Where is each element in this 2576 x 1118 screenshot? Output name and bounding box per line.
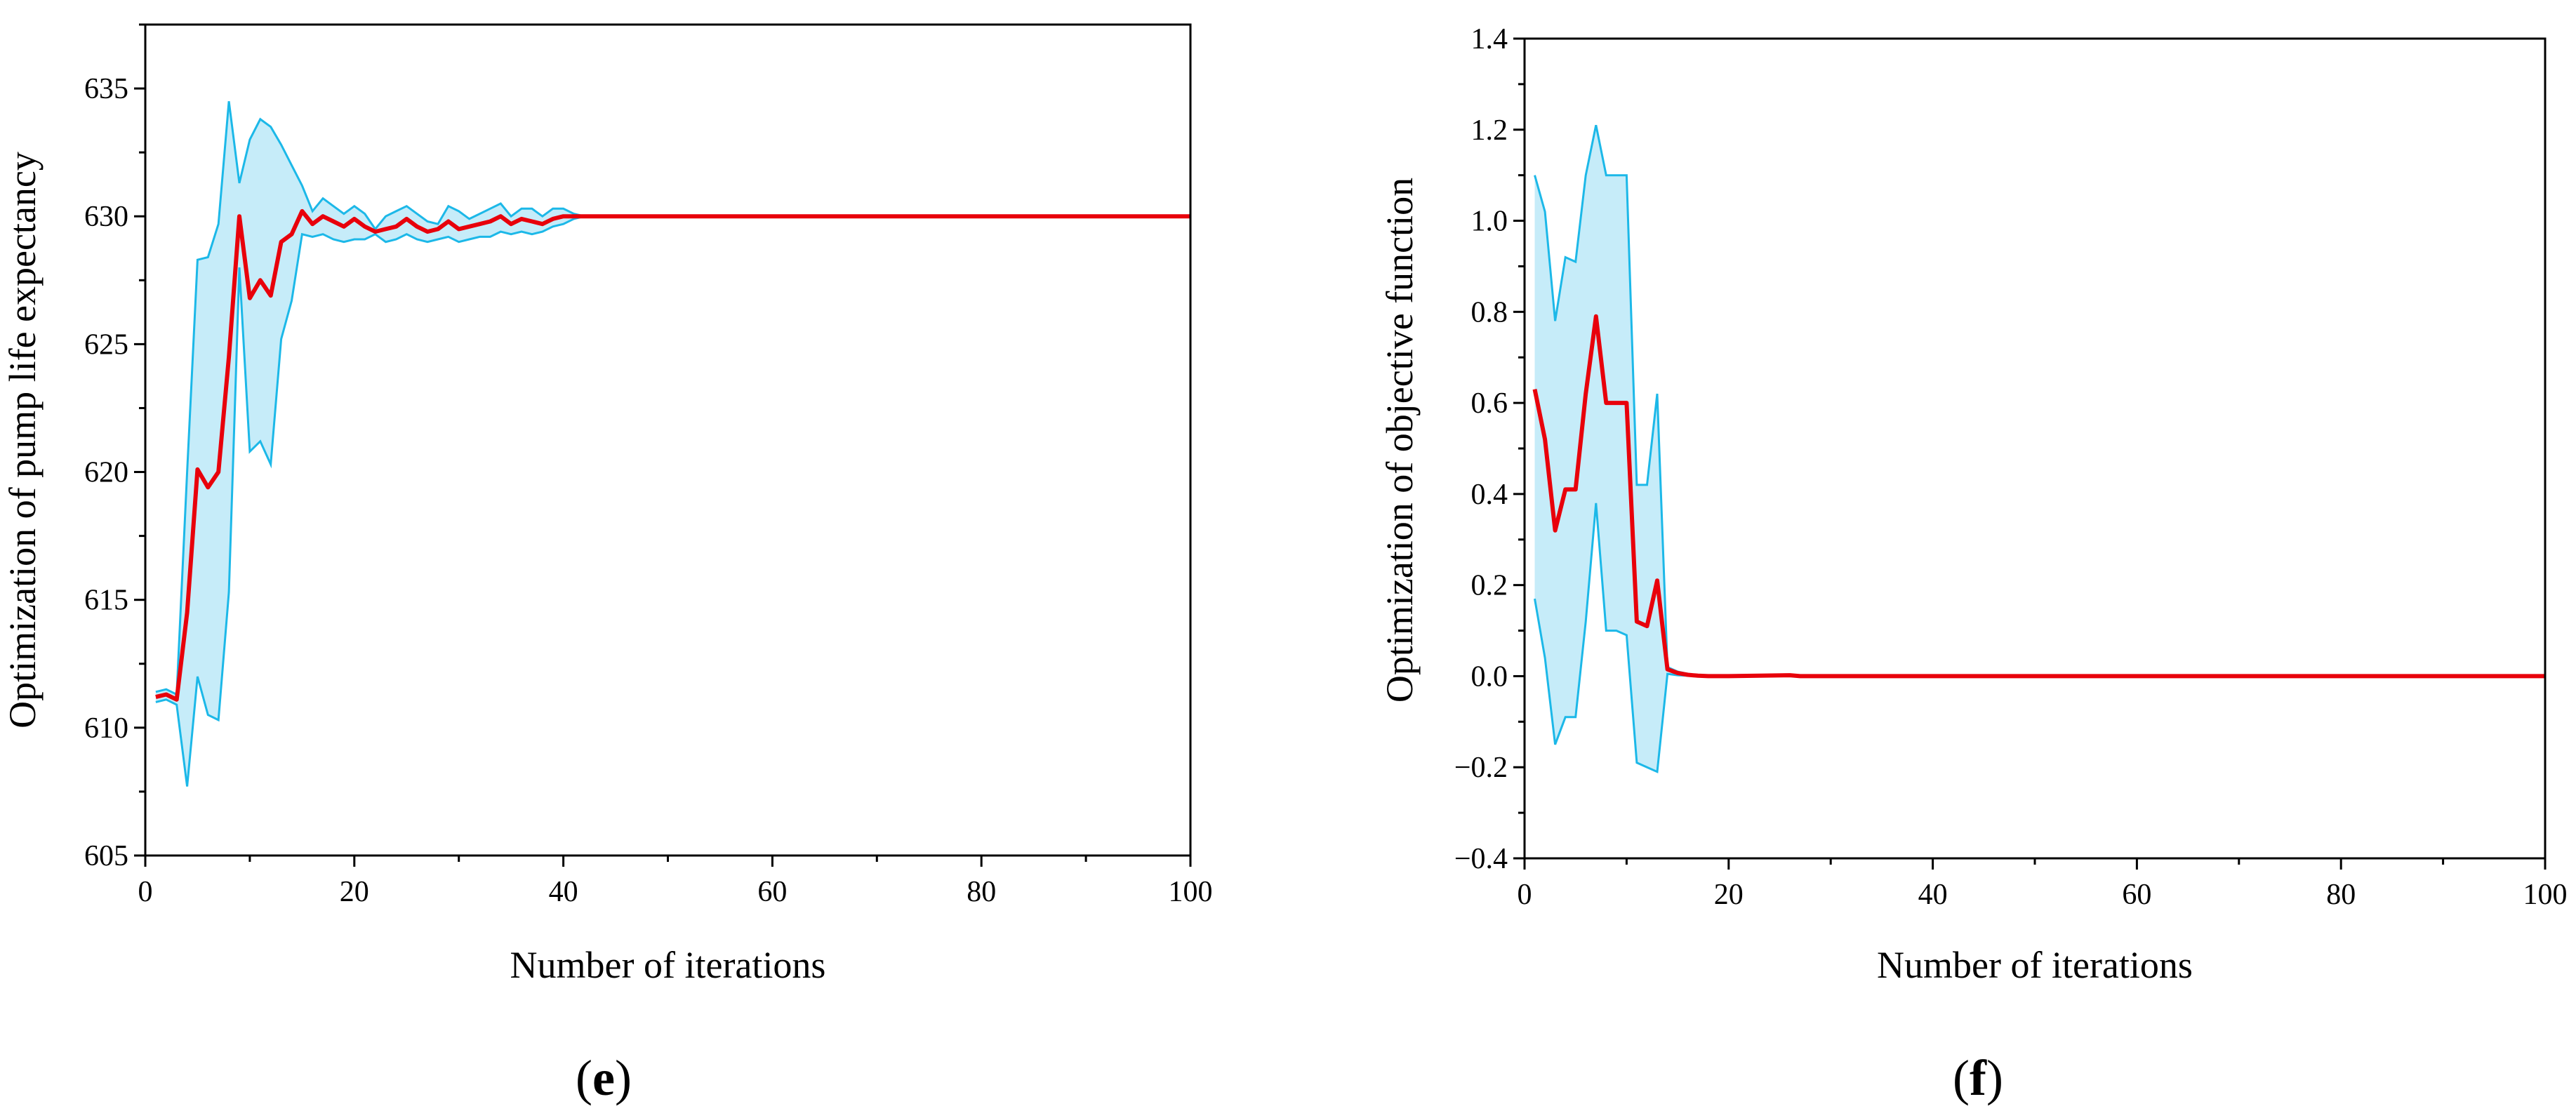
y-tick-label: 0.2 bbox=[1471, 570, 1508, 602]
x-tick-label: 60 bbox=[757, 876, 787, 908]
series-line-0 bbox=[155, 208, 1190, 702]
y-axis-title: Optimization of objective function bbox=[1379, 178, 1421, 703]
x-tick-label: 60 bbox=[2122, 879, 2151, 911]
band-lower-edge bbox=[155, 215, 1190, 787]
y-tick-label: 610 bbox=[84, 712, 128, 745]
plot-frame bbox=[144, 23, 1192, 857]
y-tick-label: 630 bbox=[84, 201, 128, 233]
x-tick-label: 100 bbox=[2523, 879, 2568, 911]
y-tick-label: 620 bbox=[84, 457, 128, 489]
y-tick-label: 1.4 bbox=[1471, 23, 1508, 55]
y-tick-label: 0.4 bbox=[1471, 479, 1508, 511]
y-tick-label: −0.2 bbox=[1454, 752, 1508, 784]
x-tick-label: 100 bbox=[1169, 876, 1213, 908]
x-tick-label: 20 bbox=[340, 876, 369, 908]
y-tick-label: 635 bbox=[84, 73, 128, 105]
y-tick-label: 0.0 bbox=[1471, 660, 1508, 693]
band-lower-edge bbox=[1534, 503, 2545, 773]
y-tick-label: 1.0 bbox=[1471, 206, 1508, 238]
plot-frame bbox=[1523, 37, 2547, 860]
panel-label: (f) bbox=[1953, 1050, 2003, 1106]
y-tick-label: 605 bbox=[84, 840, 128, 872]
confidence-band bbox=[155, 101, 1190, 787]
x-tick-label: 80 bbox=[967, 876, 996, 908]
series-line-0 bbox=[1532, 314, 2545, 679]
y-tick-label: −0.4 bbox=[1454, 843, 1508, 875]
y-axis-title: Optimization of pump life expectancy bbox=[1, 152, 44, 728]
chart-panel-f: 0 20 40 60 80 100 −0.4 −0.2 0.0 0.2 0.4 0.6 0.8 1.0 1.… bbox=[1379, 23, 2568, 1106]
x-axis-title: Number of iterations bbox=[1877, 944, 2193, 986]
band-upper-edge bbox=[155, 101, 1190, 696]
x-tick-label: 0 bbox=[138, 876, 153, 908]
x-tick-label: 80 bbox=[2326, 879, 2356, 911]
x-tick-label: 20 bbox=[1714, 879, 1744, 911]
x-tick-label: 40 bbox=[549, 876, 578, 908]
plot-area bbox=[155, 101, 1190, 787]
chart-panel-e: 0 20 40 60 80 100 605 610 615 620 625 630 635 Number … bbox=[1, 23, 1213, 1106]
confidence-band bbox=[1534, 125, 2545, 772]
panel-label: (e) bbox=[576, 1050, 632, 1106]
x-tick-label: 0 bbox=[1518, 879, 1532, 911]
y-tick-label: 615 bbox=[84, 585, 128, 617]
plot-area bbox=[1532, 124, 2545, 773]
band-upper-edge bbox=[1534, 124, 2545, 677]
x-tick-label: 40 bbox=[1918, 879, 1948, 911]
y-tick-label: 0.8 bbox=[1471, 296, 1508, 328]
x-axis-title: Number of iterations bbox=[510, 944, 826, 986]
y-tick-label: 0.6 bbox=[1471, 387, 1508, 420]
y-tick-label: 625 bbox=[84, 328, 128, 361]
y-tick-label: 1.2 bbox=[1471, 114, 1508, 147]
